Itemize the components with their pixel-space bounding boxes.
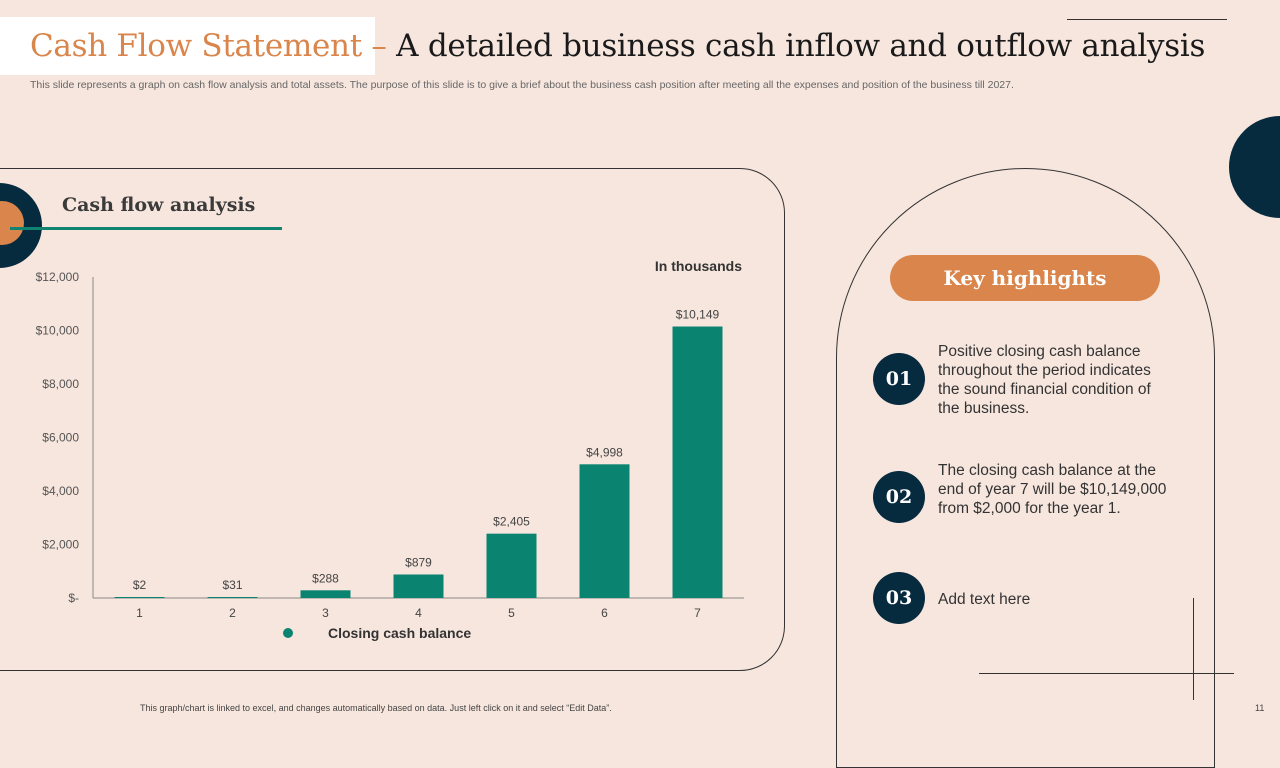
chart-panel-underline <box>10 227 282 230</box>
legend-swatch <box>283 628 293 638</box>
title-accent: Cash Flow Statement – <box>30 28 397 64</box>
bar <box>114 597 165 598</box>
x-axis-ticks: 1 2 3 4 5 6 7 <box>136 606 701 620</box>
bar-data-label: $10,149 <box>676 308 720 322</box>
bars <box>114 326 723 598</box>
y-tick-label: $6,000 <box>42 431 79 445</box>
highlight-number-03: 03 <box>873 572 925 624</box>
y-tick-label: $10,000 <box>36 324 80 338</box>
highlight-number-01: 01 <box>873 353 925 405</box>
legend-label: Closing cash balance <box>328 625 471 641</box>
x-tick-label: 4 <box>415 606 422 620</box>
x-tick-label: 6 <box>601 606 608 620</box>
bar-data-label: $2,405 <box>493 515 530 529</box>
highlight-text-01: Positive closing cash balance throughout… <box>938 343 1151 417</box>
chart-annotation: In thousands <box>655 258 742 274</box>
top-divider <box>1067 19 1227 20</box>
bar <box>207 597 258 598</box>
y-tick-label: $2,000 <box>42 538 79 552</box>
cash-flow-chart: In thousands $-$2,000$4,000$6,000$8,000$… <box>36 258 744 641</box>
highlight-text-03[interactable]: Add text here <box>938 591 1031 608</box>
decorative-vertical-line <box>1193 598 1194 700</box>
page-number: 11 <box>1255 703 1265 713</box>
bar-data-label: $2 <box>133 578 147 592</box>
bar-data-label: $288 <box>312 571 339 585</box>
y-tick-label: $4,000 <box>42 484 79 498</box>
page-subtitle: This slide represents a graph on cash fl… <box>30 79 1014 91</box>
bar-data-label: $879 <box>405 555 432 569</box>
y-tick-label: $- <box>68 591 79 605</box>
bar-data-labels: $2 $31 $288 $879 $2,405 $4,998 $10,149 <box>133 308 720 592</box>
bar-data-label: $31 <box>222 578 242 592</box>
y-tick-label: $12,000 <box>36 270 80 284</box>
bar <box>672 326 723 598</box>
x-tick-label: 3 <box>322 606 329 620</box>
bar <box>486 533 537 598</box>
title-main: A detailed business cash inflow and outf… <box>396 28 1206 64</box>
page-title: Cash Flow Statement – A detailed busines… <box>30 28 1205 64</box>
x-tick-label: 5 <box>508 606 515 620</box>
bar-data-label: $4,998 <box>586 445 623 459</box>
y-tick-label: $8,000 <box>42 377 79 391</box>
highlight-text-02: The closing cash balance at the end of y… <box>938 462 1167 517</box>
y-axis-ticks: $- $2,000 $4,000 $6,000 $8,000 $10,000 $12,000 <box>36 270 80 605</box>
chart-legend: Closing cash balance <box>283 625 471 641</box>
decorative-horizontal-line <box>979 673 1234 674</box>
chart-panel-title: Cash flow analysis <box>62 194 256 216</box>
footnote: This graph/chart is linked to excel, and… <box>140 703 612 713</box>
decorative-circle-right <box>1229 116 1280 218</box>
x-tick-label: 2 <box>229 606 236 620</box>
bar <box>393 574 444 598</box>
chart-panel <box>0 168 785 671</box>
title-background <box>0 17 375 75</box>
x-tick-label: 1 <box>136 606 143 620</box>
bar <box>300 590 351 598</box>
highlight-number-02: 02 <box>873 471 925 523</box>
x-tick-label: 7 <box>694 606 701 620</box>
bar <box>579 464 630 598</box>
key-highlights-badge: Key highlights <box>890 255 1160 301</box>
